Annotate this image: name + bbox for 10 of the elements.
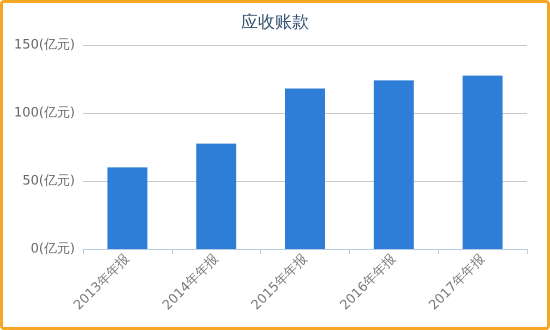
bar xyxy=(462,76,503,249)
y-tick-label: 0(亿元) xyxy=(30,242,75,256)
y-tick-label: 50(亿元) xyxy=(22,174,75,188)
bar xyxy=(374,80,414,249)
bar xyxy=(285,88,325,249)
chart-title: 应收账款 xyxy=(241,12,309,32)
y-tick-label: 150(亿元) xyxy=(14,38,75,52)
bar xyxy=(107,167,148,249)
y-tick-label: 100(亿元) xyxy=(14,106,75,120)
bar xyxy=(196,144,236,249)
